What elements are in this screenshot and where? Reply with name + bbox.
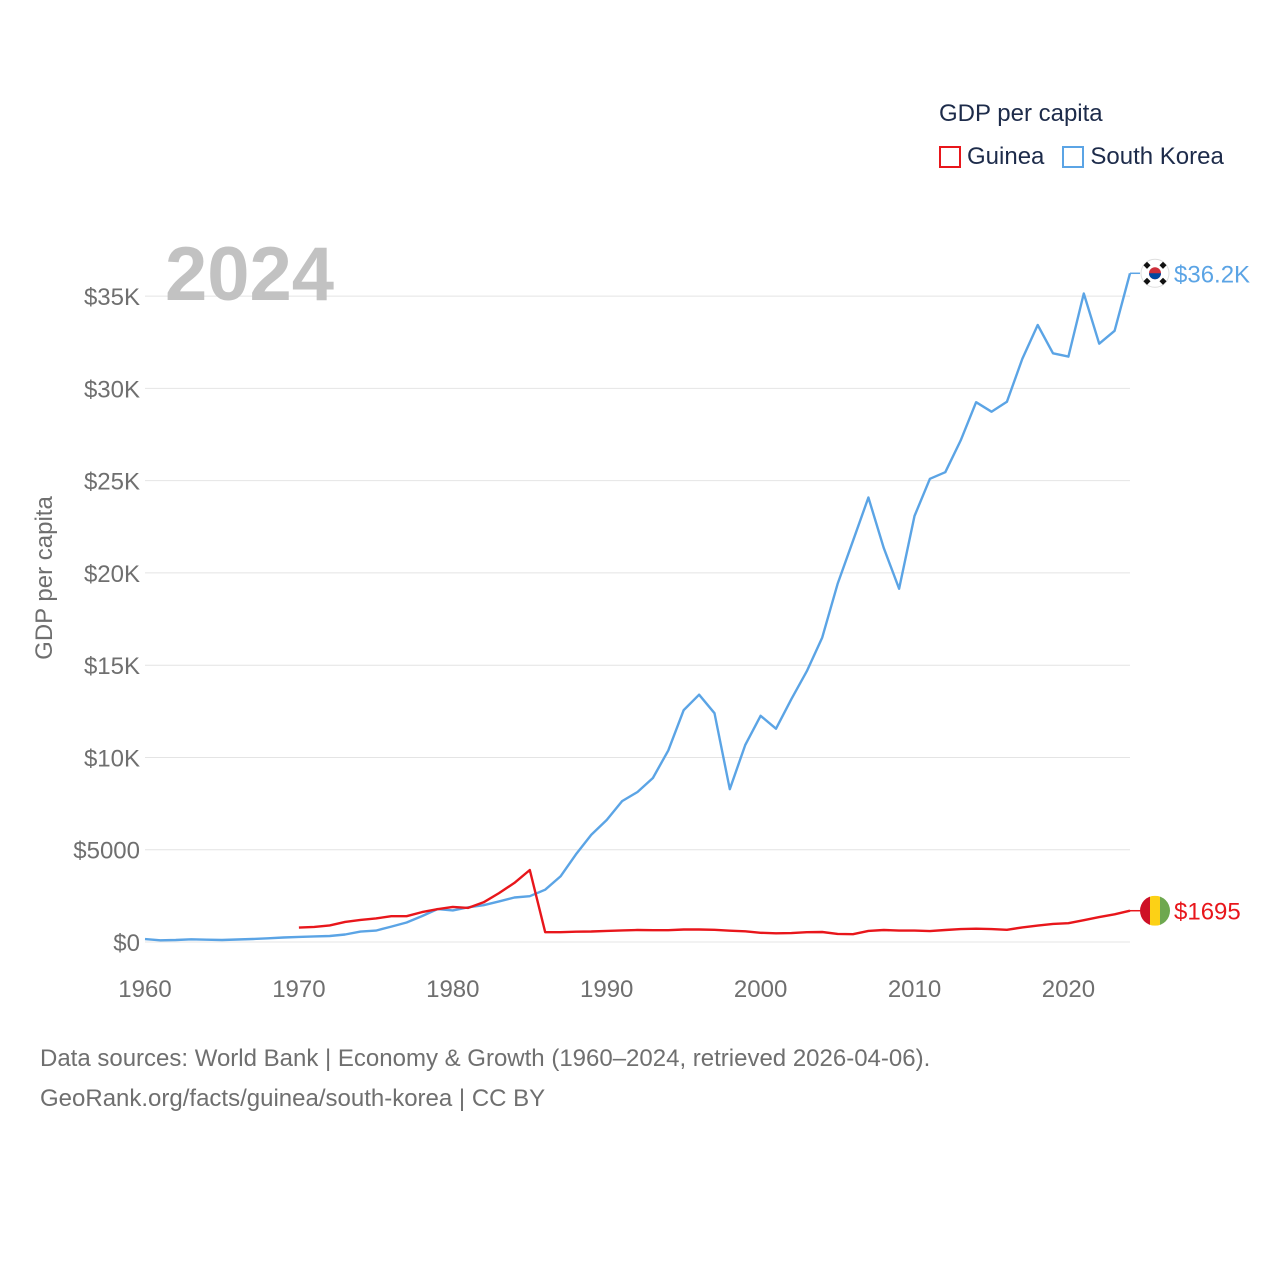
y-tick-label: $5000 [73,838,140,865]
legend-item-guinea[interactable]: Guinea [939,143,1044,171]
y-tick-label: $35K [84,284,140,311]
series-line-guinea [298,868,1131,936]
legend-title: GDP per capita [939,100,1103,127]
legend-label-guinea: Guinea [967,143,1045,170]
y-tick-label: $10K [84,745,140,772]
y-tick-label: $25K [84,469,140,496]
end-labels: $36.2K $1695 [1130,258,1250,926]
x-tick-label: 1970 [272,976,325,1003]
end-label-guinea: $1695 [1174,899,1241,926]
y-tick-label: $30K [84,376,140,403]
y-axis-label: GDP per capita [31,496,58,660]
end-label-south-korea: $36.2K [1174,261,1250,288]
y-tick-label: $20K [84,561,140,588]
x-tick-label: 1980 [426,976,479,1003]
grid-lines [145,295,1130,943]
legend-label-south-korea: South Korea [1090,143,1224,170]
legend: Guinea South Korea [939,143,1242,171]
series-line-south-korea [144,272,1132,942]
south-korea-flag-icon [1140,258,1170,288]
year-label: 2024 [165,232,334,317]
x-tick-label: 1960 [118,976,171,1003]
legend-item-south-korea[interactable]: South Korea [1062,143,1224,171]
x-tick-label: 2000 [734,976,787,1003]
x-tick-label: 1990 [580,976,633,1003]
x-tick-label: 2010 [888,976,941,1003]
legend-swatch-guinea [939,146,961,168]
guinea-flag-icon [1140,895,1170,926]
legend-swatch-south-korea [1062,146,1085,168]
x-tick-label: 2020 [1042,976,1095,1003]
footer-sources: Data sources: World Bank | Economy & Gro… [40,1045,931,1072]
y-tick-label: $15K [84,653,140,680]
series-lines [144,272,1132,942]
y-tick-label: $0 [113,930,140,957]
x-axis-ticks: 1960 1970 1980 1990 2000 2010 2020 [118,976,1095,1003]
y-axis-ticks: $0 $5000 $10K $15K $20K $25K $30K $35K [73,284,140,957]
footer-attribution: GeoRank.org/facts/guinea/south-korea | C… [40,1085,546,1112]
